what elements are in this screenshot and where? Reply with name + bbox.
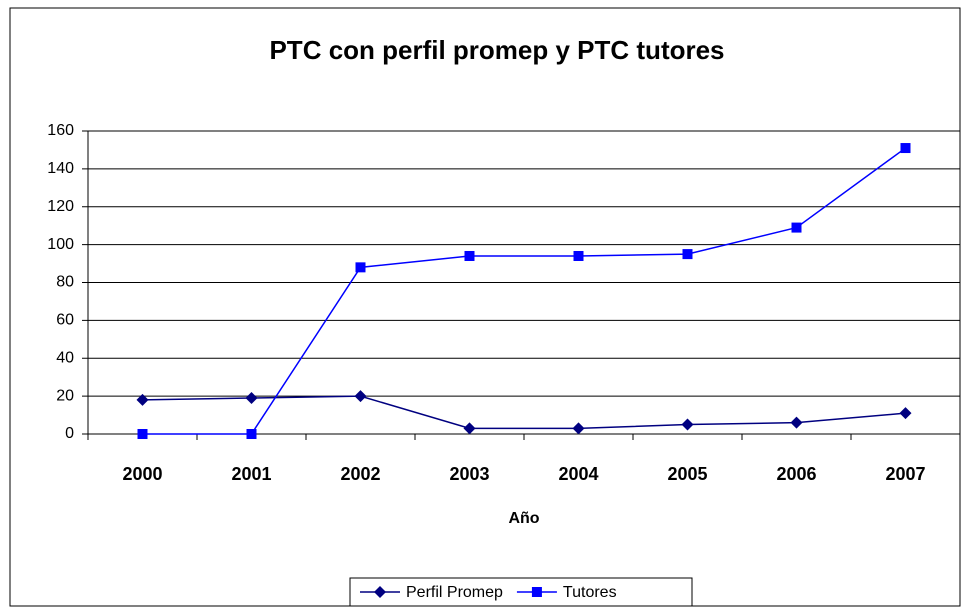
x-tick-label: 2004 — [558, 464, 598, 484]
legend-label: Tutores — [563, 584, 617, 601]
data-point — [354, 390, 367, 403]
y-tick-label: 80 — [56, 274, 74, 291]
y-tick-label: 140 — [47, 160, 74, 177]
y-tick-label: 40 — [56, 349, 74, 366]
data-point — [355, 262, 366, 273]
x-tick-label: 2005 — [667, 464, 707, 484]
y-tick-label: 100 — [47, 236, 74, 253]
data-point — [790, 416, 803, 429]
data-point — [791, 222, 802, 233]
legend-marker — [531, 587, 542, 597]
data-point — [463, 422, 476, 435]
y-tick-label: 0 — [65, 425, 74, 442]
data-point — [682, 249, 693, 260]
chart-border — [9, 7, 961, 607]
chart-title: PTC con perfil promep y PTC tutores — [269, 35, 724, 65]
legend-label: Perfil Promep — [406, 584, 503, 601]
x-tick-label: 2000 — [122, 464, 162, 484]
data-point — [899, 407, 912, 420]
x-tick-label: 2003 — [449, 464, 489, 484]
y-tick-label: 60 — [56, 312, 74, 329]
data-point — [681, 418, 694, 431]
data-point — [245, 392, 258, 405]
data-point — [572, 422, 585, 435]
x-tick-label: 2002 — [340, 464, 380, 484]
legend-marker — [374, 586, 386, 598]
y-tick-label: 120 — [47, 198, 74, 215]
series-line — [142, 147, 906, 435]
series-line — [142, 395, 906, 430]
x-tick-label: 2007 — [885, 464, 925, 484]
data-point — [573, 250, 584, 261]
data-point — [137, 429, 148, 439]
data-point — [246, 429, 257, 439]
y-tick-label: 160 — [47, 122, 74, 139]
data-point — [900, 143, 911, 154]
data-point — [464, 250, 475, 261]
y-tick-label: 20 — [56, 387, 74, 404]
x-tick-label: 2006 — [776, 464, 816, 484]
x-tick-label: 2001 — [231, 464, 271, 484]
x-axis-label: Año — [508, 510, 539, 527]
data-point — [136, 393, 149, 406]
